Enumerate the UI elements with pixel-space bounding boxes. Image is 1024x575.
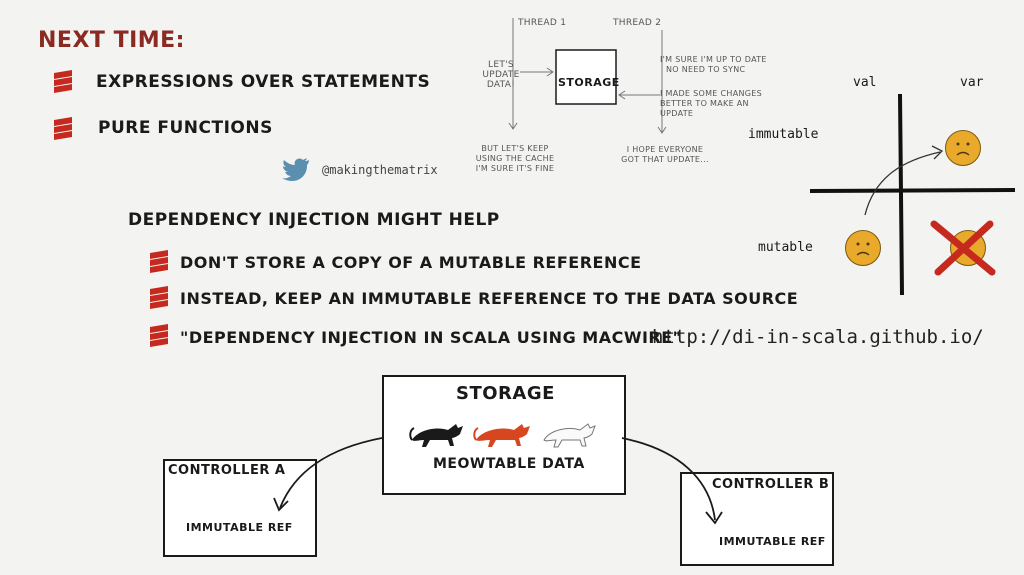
val-var-matrix	[809, 93, 1016, 296]
next-time-item-pure-functions: PURE FUNCTIONS	[98, 118, 273, 138]
reference-arrows	[273, 437, 723, 525]
twitter-handle: @makingthematrix	[322, 163, 438, 177]
cross-out-icon	[930, 220, 996, 276]
controller-a-box	[163, 459, 317, 557]
storage-data-label: MEOWTABLE DATA	[433, 456, 585, 472]
sad-face-icon	[945, 130, 981, 166]
scala-bullet-icon	[150, 286, 168, 309]
next-time-title: NEXT TIME:	[38, 28, 185, 53]
made-changes-note: I MADE SOME CHANGES BETTER TO MAKE AN UP…	[660, 89, 763, 118]
next-time-item-expressions: EXPRESSIONS OVER STATEMENTS	[96, 72, 431, 92]
dependency-item-dont-store: DON'T STORE A COPY OF A MUTABLE REFERENC…	[180, 253, 642, 272]
macwire-link[interactable]: http://di-in-scala.github.io/	[652, 326, 984, 348]
thread-storage-label: STORAGE	[558, 76, 620, 89]
controller-b-title: CONTROLLER B	[712, 477, 830, 492]
matrix-var-label: var	[960, 75, 984, 90]
scala-bullet-icon	[150, 324, 168, 347]
twitter-bird-icon	[282, 158, 309, 181]
white-cat-icon	[543, 423, 596, 448]
black-cat-icon	[409, 424, 463, 447]
thread-diagram-lines	[508, 18, 667, 134]
up-to-date-note: I'M SURE I'M UP TO DATE NO NEED TO SYNC	[660, 55, 767, 74]
scala-bullet-icon	[54, 117, 72, 140]
sad-face-icon	[845, 230, 881, 266]
lets-update-note: LET'S UPDATE DATA!	[482, 60, 520, 90]
matrix-immutable-label: immutable	[748, 127, 819, 142]
scala-bullet-icon	[54, 70, 72, 93]
keep-cache-note: BUT LET'S KEEP USING THE CACHE I'M SURE …	[475, 144, 555, 173]
thread2-label: THREAD 2	[613, 18, 662, 28]
hope-note: I HOPE EVERYONE GOT THAT UPDATE...	[621, 145, 709, 164]
controller-a-ref: IMMUTABLE REF	[186, 521, 293, 534]
dependency-item-macwire: "DEPENDENCY INJECTION IN SCALA USING MAC…	[180, 328, 682, 347]
scala-bullet-icon	[150, 250, 168, 273]
storage-title: STORAGE	[456, 383, 555, 404]
controller-b-box	[680, 472, 834, 566]
matrix-mutable-label: mutable	[758, 240, 813, 255]
dependency-heading: DEPENDENCY INJECTION MIGHT HELP	[128, 210, 500, 230]
orange-cat-icon	[473, 424, 530, 447]
matrix-val-label: val	[853, 75, 877, 90]
controller-a-title: CONTROLLER A	[168, 463, 286, 478]
controller-b-ref: IMMUTABLE REF	[719, 535, 826, 548]
thread1-label: THREAD 1	[518, 18, 567, 28]
dependency-item-immutable-ref: INSTEAD, KEEP AN IMMUTABLE REFERENCE TO …	[180, 289, 799, 308]
